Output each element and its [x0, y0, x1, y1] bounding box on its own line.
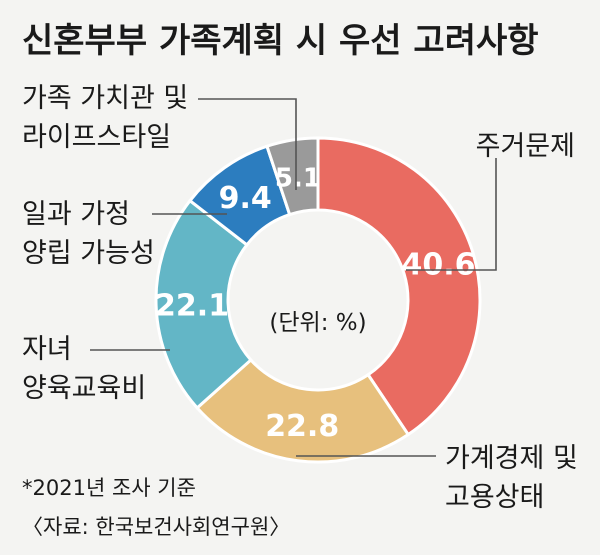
chart-title: 신혼부부 가족계획 시 우선 고려사항 — [22, 21, 539, 61]
leader-line-housing — [406, 158, 497, 271]
slice-value-labels: 40.6 22.8 22.1 9.45.1 — [155, 164, 476, 444]
slice-value-0: 40.6 — [402, 247, 476, 282]
category-label-housing: 주거문제 — [476, 131, 575, 162]
slice-value-3: 9.4 — [219, 181, 272, 216]
slice-value-4: 5.1 — [275, 164, 321, 194]
footnote-source: 〈자료: 한국보건사회연구원〉 — [22, 515, 290, 539]
donut-slice-0 — [316, 136, 482, 437]
footnote-survey-basis: *2021년 조사 기준 — [22, 476, 196, 500]
slice-value-1: 22.8 — [265, 409, 339, 444]
donut-slice-2 — [154, 198, 253, 411]
leader-lines — [90, 98, 497, 457]
category-label-values-line1: 가족 가치관 및 — [22, 83, 188, 114]
category-label-worklife-line1: 일과 가정 — [22, 199, 130, 230]
leader-line-values — [198, 98, 297, 190]
donut-slice-4 — [265, 136, 320, 217]
category-label-childcare-line2: 양육교육비 — [22, 373, 146, 404]
category-label-economy-line1: 가계경제 및 — [445, 443, 578, 474]
category-label-values-line2: 라이프스타일 — [22, 122, 171, 153]
unit-label: (단위: %) — [269, 310, 366, 336]
category-label-worklife-line2: 양립 가능성 — [22, 238, 155, 269]
donut-slices — [154, 136, 482, 464]
category-label-economy-line2: 고용상태 — [445, 482, 544, 513]
slice-value-2: 22.1 — [155, 288, 229, 323]
donut-slice-1 — [195, 357, 411, 464]
category-label-childcare-line1: 자녀 — [22, 334, 72, 365]
